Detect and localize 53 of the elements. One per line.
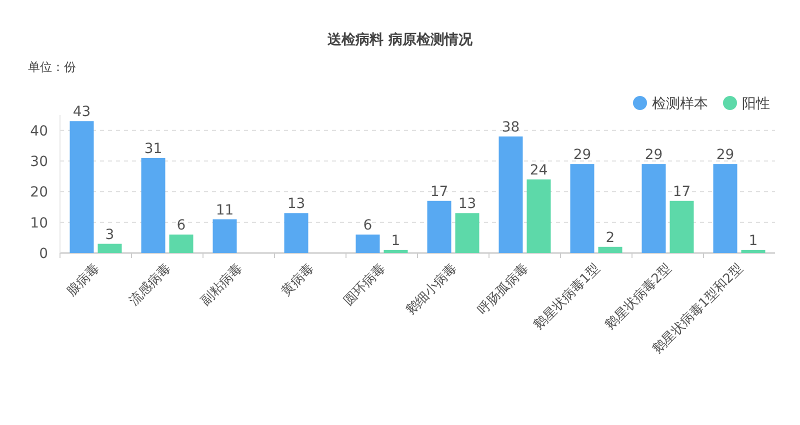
x-tick-label: 流感病毒 [126, 260, 174, 309]
bar [642, 164, 666, 253]
data-label: 11 [216, 202, 234, 218]
bar [570, 164, 594, 253]
y-tick-label: 30 [30, 154, 48, 170]
data-label: 3 [105, 226, 114, 243]
x-tick-label: 鹅细小病毒 [404, 261, 460, 318]
bar [70, 121, 94, 253]
bar [98, 244, 122, 253]
chart-title: 送检病料 病原检测情况 [326, 31, 474, 48]
x-tick-label: 圆环病毒 [341, 261, 389, 309]
bar [498, 136, 523, 253]
y-tick-label: 40 [30, 123, 48, 140]
data-label: 38 [502, 119, 520, 136]
text: 单位：份 [28, 60, 76, 74]
bar [741, 250, 766, 253]
bar [427, 200, 452, 253]
bar [284, 213, 308, 253]
y-tick-label: 20 [30, 184, 48, 201]
data-label: 6 [363, 218, 372, 234]
x-tick-label: 鹅星状病毒1型 [531, 261, 604, 333]
x-tick-label: 腺病毒 [64, 261, 103, 300]
bar [455, 213, 480, 253]
data-label: 17 [430, 184, 448, 200]
legend-label: 阳性 [742, 96, 770, 112]
data-label: 29 [716, 147, 734, 164]
y-tick-label: 10 [30, 215, 48, 232]
bar [384, 250, 408, 253]
data-label: 1 [748, 232, 758, 249]
data-label: 17 [672, 184, 691, 200]
bar [169, 234, 194, 253]
x-tick-label: 呼肠孤病毒 [475, 261, 532, 318]
data-label: 1 [391, 232, 400, 249]
data-label: 13 [458, 196, 476, 212]
bar [526, 179, 551, 253]
data-label: 13 [287, 196, 306, 212]
data-label: 31 [144, 140, 162, 157]
data-label: 29 [573, 147, 592, 164]
bar [670, 200, 694, 253]
data-label: 43 [72, 104, 91, 120]
data-label: 2 [606, 230, 615, 246]
bar [356, 234, 380, 253]
data-label: 24 [530, 162, 548, 178]
data-label: 29 [644, 147, 663, 164]
x-tick-label: 黄病毒 [278, 261, 318, 300]
x-tick-label: 副粘病毒 [198, 261, 246, 309]
bar [598, 246, 622, 253]
y-tick-label: 0 [39, 246, 48, 262]
bar [212, 219, 237, 253]
data-label: 6 [176, 218, 186, 234]
bar [713, 164, 738, 253]
bar [141, 158, 166, 253]
legend-label: 检测样本 [652, 96, 708, 112]
